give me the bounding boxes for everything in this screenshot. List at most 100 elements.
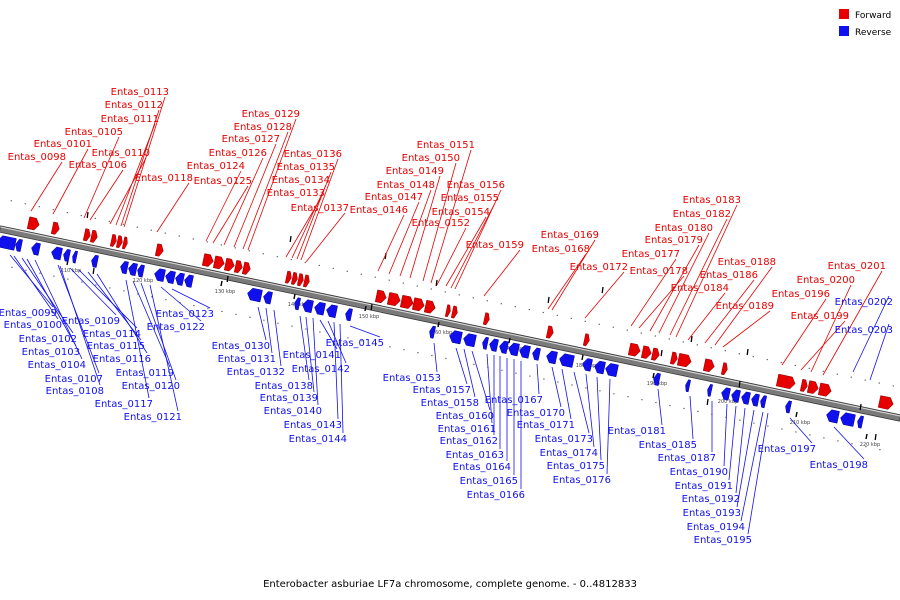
guide-dot [794,364,796,367]
forward-gene-arrow [650,347,660,361]
reverse-gene-label: Entas_0181 [608,426,666,437]
guide-dot [892,385,894,387]
reverse-gene-label: Entas_0176 [553,475,611,486]
forward-gene-arrow [640,345,652,359]
reverse-leader-line [455,347,468,385]
guide-dot [627,396,629,398]
reverse-leader-line [789,417,813,444]
reverse-gene-label: Entas_0108 [46,386,104,397]
forward-gene-label: Entas_0151 [417,140,475,151]
forward-gene-arrow [296,273,304,287]
forward-gene-label: Entas_0110 [92,148,150,159]
forward-gene-label: Entas_0196 [772,289,830,300]
feature-tick [660,349,663,357]
reverse-gene-arrow [482,336,489,350]
reverse-gene-label: Entas_0185 [639,440,697,451]
guide-dot [94,217,96,220]
forward-gene-arrow [121,236,128,250]
guide-dot [11,266,13,268]
guide-dot [81,281,83,283]
forward-leader-line [223,157,264,246]
reverse-leader-line [657,388,663,426]
guide-dot [710,347,712,349]
reverse-gene-label: Entas_0158 [421,398,479,409]
forward-gene-label: Entas_0168 [532,244,590,255]
guide-dot [808,367,810,369]
guide-dot [38,206,40,208]
forward-gene-label: Entas_0199 [791,311,849,322]
reverse-gene-arrow [137,264,145,278]
feature-tick [435,279,438,287]
guide-dot [458,294,460,296]
reverse-gene-label: Entas_0197 [758,444,816,455]
reverse-gene-arrow [826,409,840,424]
reverse-gene-arrow [741,391,751,405]
forward-leader-line [430,149,472,284]
guide-dot [164,232,166,234]
guide-dot [795,431,797,433]
guide-dot [753,422,755,424]
reverse-gene-label: Entas_0166 [467,490,525,501]
forward-gene-label: Entas_0136 [284,149,342,160]
reverse-gene-label: Entas_0142 [292,364,350,375]
reverse-gene-arrow [653,372,661,386]
reverse-gene-arrow [165,270,176,284]
guide-dot [599,390,601,392]
guide-dot [612,326,614,328]
forward-gene-label: Entas_0148 [377,180,435,191]
forward-gene-arrow [582,333,590,347]
guide-dot [822,370,824,372]
guide-dot [80,214,82,217]
guide-dot [556,314,558,317]
reverse-gene-label: Entas_0116 [93,354,151,365]
gene-features [0,211,894,441]
reverse-leader-line [735,407,746,494]
forward-gene-arrow [450,305,458,319]
tick-mark [437,321,440,328]
forward-gene-label: Entas_0118 [135,173,193,184]
reverse-leader-line [57,264,100,374]
forward-leader-line [551,239,596,311]
forward-gene-arrow [290,272,298,285]
reverse-gene-label: Entas_0162 [440,436,498,447]
guide-dot [361,340,363,342]
reverse-gene-arrow [582,358,593,372]
guide-dot [305,328,307,330]
reverse-leader-line [747,412,769,535]
forward-gene-arrow [423,299,436,314]
guide-dot [318,264,320,267]
guide-dot [193,304,195,307]
reverse-gene-arrow [120,261,129,275]
guide-dot [739,419,741,421]
reverse-gene-label: Entas_0143 [284,420,342,431]
guide-dot [150,229,152,231]
guide-dot [865,446,867,448]
forward-leader-line [669,218,728,336]
reverse-gene-label: Entas_0130 [212,341,270,352]
reverse-gene-arrow [751,393,760,407]
forward-gene-arrow [720,362,728,376]
forward-leader-line [291,184,327,259]
guide-dot [473,363,475,365]
forward-gene-label: Entas_0101 [34,139,92,150]
guide-dot [725,416,727,418]
forward-gene-label: Entas_0126 [209,148,267,159]
forward-gene-label: Entas_0159 [466,240,524,251]
reverse-gene-label: Entas_0161 [438,424,496,435]
tick-mark [364,305,367,312]
reverse-gene-label: Entas_0139 [260,393,318,404]
reverse-leader-line [87,271,142,341]
feature-tick [370,303,373,311]
reverse-gene-arrow [429,325,436,339]
guide-dot [445,357,447,360]
guide-dot [696,344,698,346]
forward-leader-line [233,143,277,248]
reverse-leader-line [257,306,267,341]
reverse-leader-line [132,280,171,368]
forward-gene-label: Entas_0134 [272,175,330,186]
guide-dot [697,410,699,413]
guide-dot [515,372,517,374]
reverse-leader-line [551,366,562,408]
